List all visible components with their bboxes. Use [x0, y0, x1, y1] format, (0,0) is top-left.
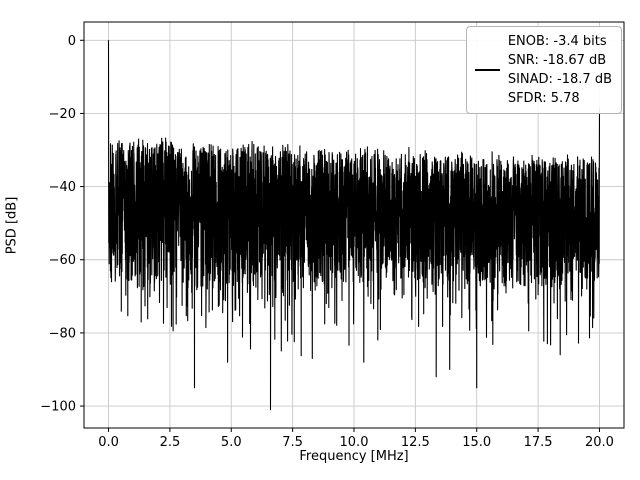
legend-sinad: SINAD: -18.7 dB — [507, 72, 612, 87]
legend-line-sample — [474, 69, 500, 71]
svg-text:17.5: 17.5 — [524, 435, 553, 450]
svg-text:2.5: 2.5 — [160, 435, 181, 450]
svg-text:10.0: 10.0 — [340, 435, 369, 450]
svg-text:5.0: 5.0 — [221, 435, 242, 450]
legend-sfdr: SFDR: 5.78 — [507, 91, 580, 106]
svg-text:15.0: 15.0 — [462, 435, 491, 450]
svg-text:0: 0 — [68, 34, 76, 49]
legend-enob: ENOB: -3.4 bits — [507, 34, 607, 49]
y-axis-label: PSD [dB] — [4, 196, 20, 255]
svg-text:−40: −40 — [49, 180, 76, 195]
x-axis-label: Frequency [MHz] — [299, 449, 409, 464]
svg-text:7.5: 7.5 — [282, 435, 303, 450]
svg-text:0.0: 0.0 — [98, 435, 119, 450]
svg-text:20.0: 20.0 — [585, 435, 614, 450]
legend-entries: ENOB: -3.4 bits SNR: -18.67 dB SINAD: -1… — [508, 32, 612, 108]
svg-text:−100: −100 — [40, 400, 76, 415]
svg-text:−80: −80 — [49, 326, 76, 341]
legend: ENOB: -3.4 bits SNR: -18.67 dB SINAD: -1… — [465, 26, 622, 114]
svg-text:−20: −20 — [49, 107, 76, 122]
legend-snr: SNR: -18.67 dB — [507, 53, 607, 68]
svg-text:−60: −60 — [49, 253, 76, 268]
svg-text:12.5: 12.5 — [401, 435, 430, 450]
